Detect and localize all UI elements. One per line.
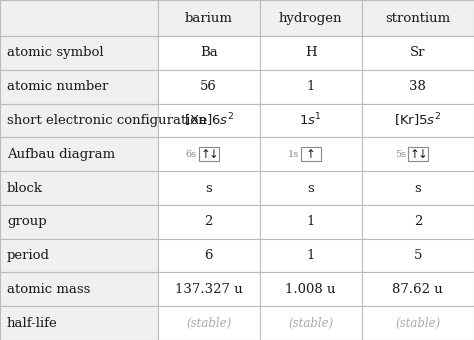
Text: ↓: ↓: [417, 148, 427, 161]
Text: 137.327 u: 137.327 u: [175, 283, 243, 296]
Bar: [0, 137, 158, 171]
Bar: [260, 137, 362, 171]
Text: s: s: [205, 182, 212, 194]
Bar: [199, 147, 219, 161]
Bar: [158, 70, 260, 104]
Text: (stable): (stable): [288, 317, 333, 329]
Text: short electronic configuration: short electronic configuration: [7, 114, 207, 127]
Bar: [158, 306, 260, 340]
Bar: [0, 104, 158, 137]
Text: ↑: ↑: [409, 148, 419, 161]
Text: Sr: Sr: [410, 47, 426, 60]
Text: ↓: ↓: [208, 148, 218, 161]
Text: s: s: [307, 182, 314, 194]
Text: 2: 2: [414, 215, 422, 228]
Text: 1: 1: [307, 80, 315, 93]
Bar: [260, 239, 362, 272]
Bar: [260, 272, 362, 306]
Text: group: group: [7, 215, 46, 228]
Bar: [158, 36, 260, 70]
Bar: [260, 205, 362, 239]
Bar: [260, 104, 362, 137]
Text: 1: 1: [307, 249, 315, 262]
Text: $\mathrm{1}s^{1}$: $\mathrm{1}s^{1}$: [299, 112, 322, 129]
Bar: [362, 104, 474, 137]
Text: atomic number: atomic number: [7, 80, 109, 93]
Bar: [362, 137, 474, 171]
Bar: [0, 239, 158, 272]
Bar: [0, 70, 158, 104]
Bar: [158, 205, 260, 239]
Text: 6s: 6s: [186, 150, 197, 159]
Text: 87.62 u: 87.62 u: [392, 283, 443, 296]
Bar: [158, 239, 260, 272]
Text: 1: 1: [307, 215, 315, 228]
Bar: [158, 137, 260, 171]
Text: hydrogen: hydrogen: [279, 12, 342, 24]
Text: half-life: half-life: [7, 317, 58, 329]
Bar: [260, 70, 362, 104]
Bar: [0, 171, 158, 205]
Bar: [408, 147, 428, 161]
Text: 1s: 1s: [287, 150, 299, 159]
Text: Aufbau diagram: Aufbau diagram: [7, 148, 115, 161]
Bar: [0, 0, 158, 36]
Bar: [0, 306, 158, 340]
Bar: [362, 272, 474, 306]
Text: atomic symbol: atomic symbol: [7, 47, 104, 60]
Text: Ba: Ba: [200, 47, 218, 60]
Text: barium: barium: [185, 12, 233, 24]
Bar: [0, 205, 158, 239]
Text: 38: 38: [410, 80, 426, 93]
Bar: [158, 171, 260, 205]
Bar: [301, 147, 321, 161]
Text: atomic mass: atomic mass: [7, 283, 91, 296]
Text: 2: 2: [205, 215, 213, 228]
Text: 1.008 u: 1.008 u: [285, 283, 336, 296]
Text: $\mathrm{[Xe]6}s^{2}$: $\mathrm{[Xe]6}s^{2}$: [183, 112, 234, 129]
Text: $\mathrm{[Kr]5}s^{2}$: $\mathrm{[Kr]5}s^{2}$: [394, 112, 441, 129]
Bar: [260, 306, 362, 340]
Text: ↑: ↑: [200, 148, 210, 161]
Bar: [362, 239, 474, 272]
Bar: [362, 171, 474, 205]
Bar: [158, 0, 260, 36]
Text: 56: 56: [201, 80, 217, 93]
Text: strontium: strontium: [385, 12, 450, 24]
Text: 5s: 5s: [395, 150, 406, 159]
Bar: [158, 272, 260, 306]
Text: H: H: [305, 47, 317, 60]
Text: (stable): (stable): [395, 317, 440, 329]
Text: ↑: ↑: [306, 148, 316, 161]
Bar: [0, 36, 158, 70]
Bar: [362, 36, 474, 70]
Bar: [362, 306, 474, 340]
Text: block: block: [7, 182, 43, 194]
Bar: [0, 272, 158, 306]
Bar: [260, 36, 362, 70]
Bar: [158, 104, 260, 137]
Bar: [362, 70, 474, 104]
Text: 5: 5: [414, 249, 422, 262]
Text: s: s: [414, 182, 421, 194]
Text: period: period: [7, 249, 50, 262]
Bar: [260, 171, 362, 205]
Text: (stable): (stable): [186, 317, 231, 329]
Bar: [362, 0, 474, 36]
Bar: [260, 0, 362, 36]
Bar: [362, 205, 474, 239]
Text: 6: 6: [205, 249, 213, 262]
